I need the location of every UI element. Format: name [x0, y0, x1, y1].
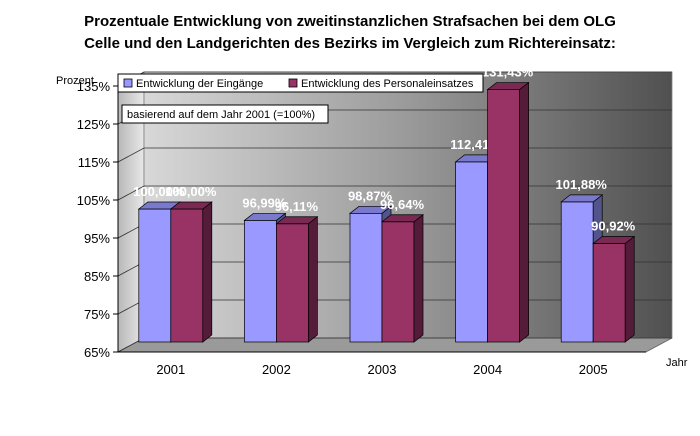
chart-title-line2: Celle und den Landgerichten des Bezirks … — [84, 35, 616, 52]
bar-eingaenge-2004 — [455, 161, 488, 343]
y-tick-label: 105% — [77, 193, 111, 208]
y-tick-label: 85% — [84, 269, 110, 284]
x-tick-label: 2002 — [262, 362, 291, 377]
bar-top — [592, 236, 636, 244]
bar-top — [348, 205, 393, 214]
data-label: 96,11% — [275, 199, 319, 214]
bar-personal-2005 — [592, 243, 626, 343]
chart-title-line1: Prozentuale Entwicklung von zweitinstanz… — [84, 13, 616, 30]
legend: Entwicklung der Eingänge Entwicklung des… — [117, 73, 484, 93]
data-label: 101,88% — [556, 177, 608, 192]
legend-box — [117, 73, 484, 93]
bar-side — [413, 214, 424, 343]
note-box — [121, 104, 329, 124]
data-label: 131,43% — [482, 65, 534, 80]
bar-personal-2003 — [381, 221, 415, 343]
legend-swatch-series2 — [288, 78, 298, 88]
bar-top — [486, 82, 530, 90]
y-tick-label: 75% — [84, 307, 110, 322]
y-tick-label: 95% — [84, 231, 110, 246]
bar-personal-2004 — [487, 89, 520, 343]
legend-label-series1: Entwicklung der Eingänge — [136, 78, 263, 90]
data-label: 98,87% — [348, 188, 393, 203]
x-tick-label: 2001 — [156, 362, 185, 377]
y-axis-label: Prozent — [56, 75, 94, 87]
y-tick-label: 115% — [78, 155, 111, 170]
bar-top — [275, 216, 319, 225]
data-label: 100,00% — [133, 184, 185, 199]
data-label: 96,99% — [242, 195, 287, 210]
bar-personal-2002 — [276, 223, 309, 343]
bar-eingaenge-2005 — [560, 201, 594, 343]
bar-side — [202, 201, 213, 343]
y-tick-label: 125% — [77, 117, 111, 132]
bar-eingaenge-2002 — [244, 220, 277, 343]
x-tick-label: 2005 — [579, 362, 608, 377]
annotation-note: basierend auf dem Jahr 2001 (=100%) — [121, 104, 329, 124]
data-label: 100,00% — [165, 184, 217, 199]
bar-eingaenge-2003 — [349, 212, 383, 343]
bar-top — [560, 194, 604, 203]
legend-swatch-series1 — [123, 78, 133, 88]
bar-side — [519, 81, 529, 343]
y-tick-label: 65% — [84, 345, 110, 360]
bar-top — [243, 213, 287, 221]
bar-top — [380, 214, 425, 223]
bar-eingaenge-2001 — [138, 208, 172, 343]
x-axis-label: Jahr — [666, 357, 688, 369]
legend-label-series2: Entwicklung des Personaleinsatzes — [301, 78, 474, 90]
bar-side — [624, 235, 635, 343]
note-text: basierend auf dem Jahr 2001 (=100%) — [127, 109, 315, 121]
y-tick-label: 135% — [77, 79, 111, 94]
bar-top — [169, 201, 213, 210]
x-tick-label: 2004 — [473, 362, 502, 377]
bar-personal-2001 — [170, 208, 204, 343]
x-tick-label: 2003 — [368, 362, 397, 377]
bar-side — [308, 216, 318, 343]
data-label: 96,64% — [380, 197, 425, 212]
data-label: 90,92% — [591, 219, 636, 234]
